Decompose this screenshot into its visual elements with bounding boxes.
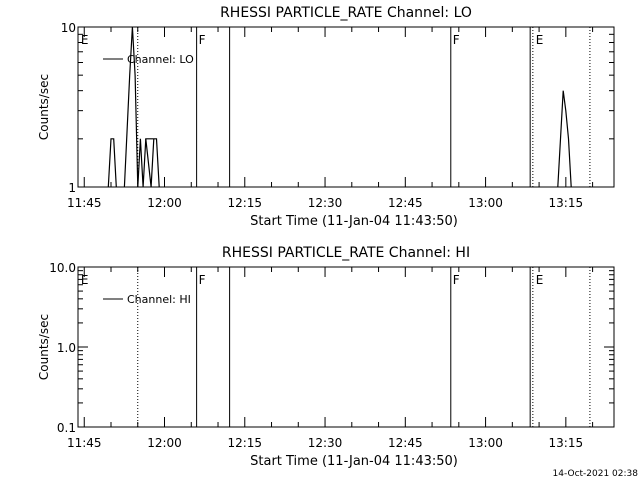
panel-2 — [77, 266, 615, 428]
marker-label-f: F — [199, 273, 206, 287]
y-tick-label: 1.0 — [57, 341, 76, 355]
timestamp-label: 14-Oct-2021 02:38 — [552, 469, 638, 479]
data-series-line — [145, 138, 155, 188]
data-series-line — [557, 90, 572, 188]
x-tick-label: 12:00 — [147, 196, 182, 210]
plot-frame — [77, 26, 615, 188]
x-tick-label: 12:15 — [227, 196, 262, 210]
plot-frame — [77, 266, 615, 428]
y-tick-label: 0.1 — [57, 421, 76, 435]
marker-label-e: E — [536, 33, 544, 47]
data-series-line — [107, 138, 117, 188]
x-tick-label: 12:15 — [227, 436, 262, 450]
x-tick-label: 12:30 — [308, 196, 343, 210]
y-tick-label: 10.0 — [49, 261, 76, 275]
x-tick-label: 13:00 — [468, 436, 503, 450]
legend-label: Channel: LO — [127, 53, 194, 66]
marker-label-e: E — [81, 273, 89, 287]
marker-label-f: F — [199, 33, 206, 47]
panel-1 — [77, 26, 615, 188]
x-tick-label: 13:00 — [468, 196, 503, 210]
y-axis-label: Counts/sec — [37, 314, 51, 380]
x-tick-label: 13:15 — [549, 436, 584, 450]
data-series-line — [123, 26, 160, 188]
x-tick-label: 11:45 — [67, 196, 102, 210]
y-axis-label: Counts/sec — [37, 74, 51, 140]
x-tick-label: 12:45 — [388, 196, 423, 210]
legend-label: Channel: HI — [127, 293, 191, 306]
marker-label-f: F — [453, 33, 460, 47]
marker-label-e: E — [81, 33, 89, 47]
x-axis-label: Start Time (11-Jan-04 11:43:50) — [250, 454, 458, 469]
chart-title: RHESSI PARTICLE_RATE Channel: LO — [220, 5, 472, 21]
marker-label-e: E — [536, 273, 544, 287]
x-axis-label: Start Time (11-Jan-04 11:43:50) — [250, 214, 458, 229]
x-tick-label: 12:45 — [388, 436, 423, 450]
y-tick-label: 10 — [61, 21, 76, 35]
marker-label-f: F — [453, 273, 460, 287]
x-tick-label: 11:45 — [67, 436, 102, 450]
x-tick-label: 13:15 — [549, 196, 584, 210]
x-tick-label: 12:00 — [147, 436, 182, 450]
chart-title: RHESSI PARTICLE_RATE Channel: HI — [222, 245, 470, 261]
x-tick-label: 12:30 — [308, 436, 343, 450]
y-tick-label: 1 — [68, 181, 76, 195]
